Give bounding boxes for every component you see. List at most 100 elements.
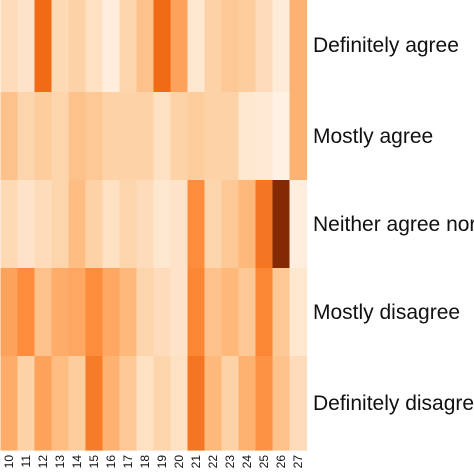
heatmap-cell xyxy=(119,180,138,269)
heatmap-cell xyxy=(0,268,19,357)
heatmap-cell xyxy=(119,268,138,357)
heatmap-cell xyxy=(187,356,206,451)
column-tick-label: 16 xyxy=(104,455,118,469)
heatmap-cell xyxy=(238,356,257,451)
heatmap-cell xyxy=(85,92,104,181)
heatmap-cell xyxy=(272,92,291,181)
heatmap-cell xyxy=(119,0,138,93)
column-tick-label: 27 xyxy=(291,455,305,469)
heatmap-cell xyxy=(238,268,257,357)
heatmap-cell xyxy=(119,356,138,451)
heatmap-cell xyxy=(187,92,206,181)
heatmap-cells xyxy=(0,0,308,451)
heatmap-cell xyxy=(255,268,274,357)
heatmap-cell xyxy=(34,0,53,93)
heatmap-cell xyxy=(0,356,19,451)
heatmap-cell xyxy=(51,356,70,451)
heatmap-cell xyxy=(272,0,291,93)
heatmap-cell xyxy=(238,0,257,93)
heatmap-cell xyxy=(187,180,206,269)
heatmap-cell xyxy=(289,180,308,269)
row-labels: Definitely agree Mostly agree Neither agre… xyxy=(313,34,474,415)
heatmap-cell xyxy=(119,92,138,181)
column-tick-label: 17 xyxy=(121,455,135,469)
heatmap-cell xyxy=(0,92,19,181)
heatmap-cell xyxy=(51,180,70,269)
heatmap-cell xyxy=(17,92,36,181)
column-tick-label: 19 xyxy=(155,455,169,469)
heatmap-cell xyxy=(51,268,70,357)
heatmap-cell xyxy=(34,356,53,451)
column-tick-label: 21 xyxy=(189,455,203,469)
row-label: Mostly disagree xyxy=(313,301,460,324)
column-tick-label: 12 xyxy=(36,455,50,469)
heatmap-cell xyxy=(0,0,19,93)
heatmap-cell xyxy=(170,180,189,269)
column-tick-label: 20 xyxy=(172,455,186,469)
heatmap-cell xyxy=(136,92,155,181)
heatmap-cell xyxy=(204,180,223,269)
heatmap-cell xyxy=(255,92,274,181)
heatmap-cell xyxy=(51,0,70,93)
row-label: Definitely agree xyxy=(313,34,459,57)
heatmap-cell xyxy=(153,180,172,269)
heatmap-cell xyxy=(272,180,291,269)
heatmap-cell xyxy=(289,92,308,181)
heatmap-cell xyxy=(17,180,36,269)
heatmap-cell xyxy=(221,0,240,93)
row-label: Neither agree nor disagree xyxy=(313,213,474,236)
column-tick-label: 18 xyxy=(138,455,152,469)
heatmap-cell xyxy=(68,180,87,269)
heatmap-cell xyxy=(68,356,87,451)
heatmap-cell xyxy=(136,180,155,269)
column-tick-label: 23 xyxy=(223,455,237,469)
heatmap-cell xyxy=(289,268,308,357)
column-tick-label: 25 xyxy=(257,455,271,469)
row-label: Mostly agree xyxy=(313,125,433,148)
heatmap-cell xyxy=(255,0,274,93)
column-tick-label: 15 xyxy=(87,455,101,469)
heatmap-cell xyxy=(34,180,53,269)
heatmap-cell xyxy=(170,0,189,93)
column-tick-label: 11 xyxy=(19,455,33,468)
column-tick-label: 10 xyxy=(2,455,16,469)
heatmap-cell xyxy=(17,356,36,451)
heatmap-cell xyxy=(136,268,155,357)
heatmap-cell xyxy=(85,356,104,451)
heatmap-cell xyxy=(272,356,291,451)
row-label: Definitely disagree xyxy=(313,392,474,415)
heatmap-cell xyxy=(221,92,240,181)
heatmap-cell xyxy=(102,0,121,93)
heatmap-cell xyxy=(153,92,172,181)
heatmap-cell xyxy=(255,180,274,269)
heatmap-cell xyxy=(187,0,206,93)
heatmap-cell xyxy=(170,92,189,181)
heatmap-cell xyxy=(34,92,53,181)
heatmap-cell xyxy=(289,0,308,93)
heatmap-cell xyxy=(102,180,121,269)
heatmap-cell xyxy=(170,268,189,357)
heatmap-cell xyxy=(85,0,104,93)
heatmap-cell xyxy=(85,180,104,269)
column-tick-label: 14 xyxy=(70,455,84,469)
heatmap-cell xyxy=(34,268,53,357)
heatmap-cell xyxy=(102,92,121,181)
heatmap-cell xyxy=(68,92,87,181)
heatmap-cell xyxy=(136,356,155,451)
column-tick-label: 22 xyxy=(206,455,220,469)
heatmap-cell xyxy=(17,0,36,93)
heatmap-cell xyxy=(68,268,87,357)
heatmap-cell xyxy=(136,0,155,93)
heatmap-cell xyxy=(255,356,274,451)
heatmap-cell xyxy=(153,268,172,357)
heatmap-cell xyxy=(153,0,172,93)
heatmap-cell xyxy=(221,180,240,269)
heatmap-cell xyxy=(153,356,172,451)
heatmap-cell xyxy=(102,268,121,357)
column-tick-label: 13 xyxy=(53,455,67,469)
heatmap-cell xyxy=(51,92,70,181)
heatmap-cell xyxy=(238,92,257,181)
heatmap-cell xyxy=(289,356,308,451)
heatmap-cell xyxy=(187,268,206,357)
